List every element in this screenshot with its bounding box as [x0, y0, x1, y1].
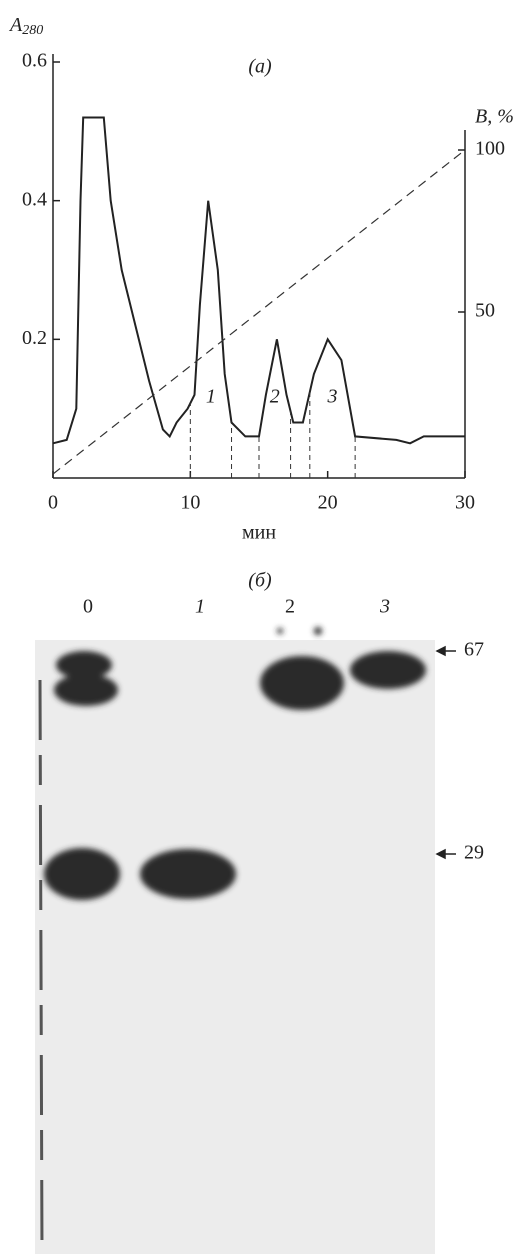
y2-tick-label: 50 — [475, 300, 495, 322]
y2-axis-label: B, % — [475, 106, 514, 128]
y2-tick-label: 100 — [475, 138, 505, 160]
x-tick-label: 0 — [48, 492, 58, 514]
lane-label: 1 — [195, 596, 205, 618]
fraction-label: 3 — [326, 386, 337, 408]
lane-label: 3 — [379, 596, 390, 618]
absorbance-line — [53, 118, 465, 444]
marker-label: 67 — [464, 639, 484, 661]
marker-label: 29 — [464, 842, 484, 864]
fraction-label: 2 — [270, 386, 280, 408]
fraction-label: 1 — [206, 386, 216, 408]
x-tick-label: 30 — [455, 492, 475, 514]
figure: A280 (a) B, % мин (б) 01020300.20.40.650… — [0, 0, 517, 1254]
gel — [35, 640, 435, 1254]
x-tick-label: 10 — [180, 492, 200, 514]
lane-label: 2 — [285, 596, 295, 618]
page: A280 (a) B, % мин (б) 01020300.20.40.650… — [0, 0, 517, 1259]
y-tick-label: 0.4 — [22, 188, 47, 210]
panel-label: (a) — [248, 56, 272, 78]
x-tick-label: 20 — [318, 492, 338, 514]
lane-label: 0 — [83, 596, 93, 618]
y-tick-label: 0.6 — [22, 50, 47, 72]
gradient-line — [53, 150, 465, 474]
y-tick-label: 0.2 — [22, 327, 47, 349]
marker-arrows — [437, 647, 456, 858]
x-axis-label: мин — [242, 522, 276, 544]
y-axis-label: A280 — [8, 14, 43, 39]
panel-label: (б) — [248, 570, 272, 592]
